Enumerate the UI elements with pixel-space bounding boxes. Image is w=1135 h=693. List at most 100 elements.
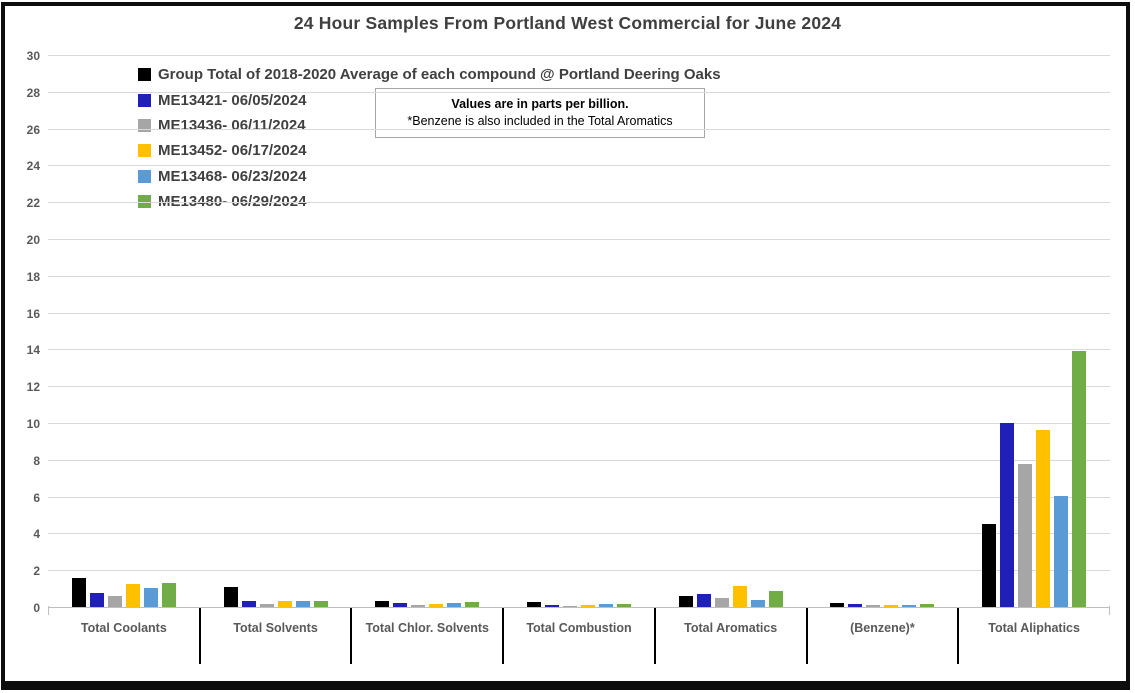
legend-item: ME13480- 06/29/2024 — [138, 189, 721, 214]
y-tick-label: 20 — [26, 233, 40, 247]
bar — [277, 601, 292, 607]
y-tick-label: 16 — [26, 306, 40, 321]
y-tick-label: 4 — [33, 527, 40, 542]
gridline — [48, 312, 1110, 314]
category-divider — [957, 608, 960, 664]
bar — [884, 605, 899, 607]
gridline — [48, 275, 1110, 277]
y-tick-label: 30 — [26, 49, 40, 63]
gridline — [48, 128, 1110, 130]
bar — [107, 596, 122, 607]
gridline — [48, 459, 1110, 461]
bar — [411, 605, 426, 607]
legend-label: ME13452- 06/17/2024 — [158, 142, 307, 160]
bar — [982, 524, 997, 607]
gridline — [48, 91, 1110, 93]
legend-swatch-icon — [138, 169, 151, 183]
bar — [920, 604, 935, 607]
axis-end-tick — [48, 606, 49, 615]
bar — [465, 602, 480, 607]
bar-group-benzene — [807, 55, 959, 607]
bar-group-total-solvents — [200, 55, 352, 607]
gridline — [48, 533, 1110, 535]
x-category-label: Total Chlor. Solvents — [365, 621, 489, 635]
bar — [526, 602, 541, 607]
category-divider — [350, 608, 353, 664]
legend-swatch-icon — [138, 68, 151, 82]
y-tick-label: 26 — [26, 122, 40, 137]
bar — [580, 605, 595, 607]
y-tick-label: 8 — [33, 453, 40, 468]
bar — [544, 605, 559, 607]
x-category-label: Total Aromatics — [684, 621, 778, 635]
chart-title: 24 Hour Samples From Portland West Comme… — [293, 13, 842, 33]
y-tick-label: 22 — [26, 196, 40, 211]
y-tick-label: 12 — [26, 380, 40, 395]
legend-label: ME13421- 06/05/2024 — [158, 91, 307, 109]
bar — [313, 601, 328, 607]
bar — [750, 600, 765, 607]
bar — [1054, 496, 1069, 607]
bar — [696, 594, 711, 607]
category-divider — [502, 608, 505, 664]
bar-group-total-aromatics — [655, 55, 807, 607]
gridline — [48, 349, 1110, 351]
bar-group-total-coolants — [48, 55, 200, 607]
x-category-label: Total Aliphatics — [988, 621, 1080, 635]
bar — [259, 604, 274, 607]
y-tick-label: 10 — [26, 417, 40, 431]
note-line-1: Values are in parts per billion. — [451, 97, 629, 111]
x-category-label: Total Solvents — [233, 621, 318, 635]
bar — [375, 601, 390, 607]
legend-label: ME13436- 06/11/2024 — [158, 116, 306, 134]
legend-swatch-icon — [138, 93, 151, 107]
bar-group-total-chlor-solvents — [351, 55, 503, 607]
y-tick-label: 6 — [33, 490, 40, 505]
note-box: Values are in parts per billion. *Benzen… — [375, 88, 705, 138]
legend-label: Group Total of 2018-2020 Average of each… — [158, 66, 721, 84]
y-tick-label: 24 — [26, 159, 40, 174]
y-tick-label: 28 — [26, 85, 40, 100]
legend-item: ME13468- 06/23/2024 — [138, 164, 721, 189]
bar — [1018, 464, 1033, 607]
bar — [429, 604, 444, 607]
bar — [89, 593, 104, 607]
note-line-2: *Benzene is also included in the Total A… — [407, 114, 673, 128]
bar — [830, 603, 845, 607]
legend-label: ME13480- 06/29/2024 — [158, 193, 307, 211]
bar — [161, 583, 176, 607]
plot-area — [48, 55, 1110, 608]
category-divider — [805, 608, 808, 664]
bar — [1036, 430, 1051, 607]
gridline — [48, 570, 1110, 572]
y-tick-label: 18 — [26, 269, 40, 284]
gridline — [48, 496, 1110, 498]
bar — [447, 603, 462, 607]
bar — [143, 588, 158, 607]
bar — [678, 596, 693, 607]
legend-item: ME13421- 06/05/2024 — [138, 87, 721, 112]
x-category-label: (Benzene)* — [850, 621, 915, 635]
x-category-label: Total Combustion — [526, 621, 632, 635]
bar — [71, 578, 86, 607]
bar — [598, 604, 613, 607]
y-tick-label: 0 — [33, 601, 40, 615]
bar — [125, 584, 140, 607]
bar — [732, 586, 747, 607]
legend-label: ME13468- 06/23/2024 — [158, 167, 307, 185]
bar — [616, 604, 631, 607]
legend-swatch-icon — [138, 144, 151, 158]
bar — [223, 587, 238, 607]
bar — [866, 605, 881, 607]
bar — [1072, 351, 1087, 607]
x-axis-line — [48, 607, 1110, 608]
y-tick-label: 14 — [26, 343, 40, 358]
bar-group-total-combustion — [503, 55, 655, 607]
category-divider — [198, 608, 201, 664]
gridline — [48, 423, 1110, 424]
bar — [902, 605, 917, 607]
bar — [714, 598, 729, 607]
y-tick-label: 2 — [33, 564, 40, 579]
legend-item: ME13452- 06/17/2024 — [138, 138, 721, 163]
bar — [295, 601, 310, 607]
